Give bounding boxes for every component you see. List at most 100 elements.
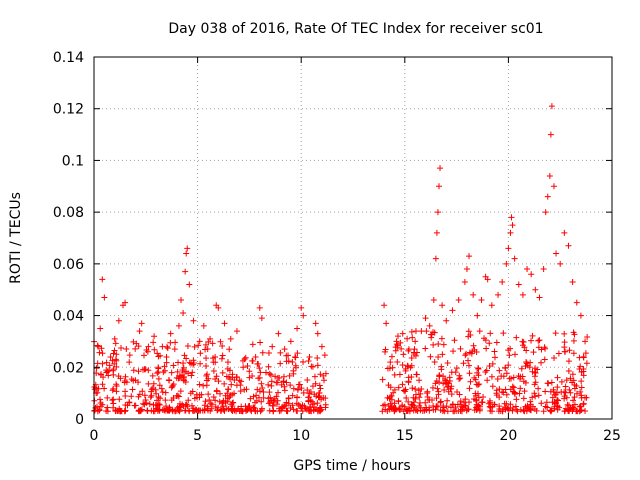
data-point-noise xyxy=(99,350,106,357)
data-point xyxy=(136,328,143,335)
data-point-noise xyxy=(500,389,507,396)
data-point-noise xyxy=(98,371,105,378)
data-point-noise xyxy=(191,343,198,350)
data-point-noise xyxy=(182,379,189,386)
data-point-noise xyxy=(474,406,481,413)
data-point-noise xyxy=(145,367,152,374)
data-point-noise xyxy=(409,385,416,392)
data-point-noise xyxy=(91,407,98,414)
data-point-noise xyxy=(531,390,538,397)
data-point-noise xyxy=(140,400,147,407)
data-point-noise xyxy=(404,335,411,342)
data-point-noise xyxy=(529,403,536,410)
data-point-noise xyxy=(535,337,542,344)
data-point-noise xyxy=(316,392,323,399)
data-point-noise xyxy=(254,408,261,415)
data-point-noise xyxy=(576,403,583,410)
data-point-noise xyxy=(258,398,265,405)
data-point-noise xyxy=(308,408,315,415)
data-point-noise xyxy=(565,358,572,365)
data-point-noise xyxy=(412,352,419,359)
data-point-noise xyxy=(466,385,473,392)
data-point xyxy=(103,369,110,376)
data-point-noise xyxy=(412,391,419,398)
data-point-noise xyxy=(388,353,395,360)
data-point-noise xyxy=(382,346,389,353)
data-point-noise xyxy=(439,351,446,358)
data-point-noise xyxy=(441,386,448,393)
data-point xyxy=(433,229,440,236)
data-point xyxy=(132,377,139,384)
data-point-noise xyxy=(460,360,467,367)
data-point-noise xyxy=(450,348,457,355)
plot-frame xyxy=(93,56,613,420)
data-point-noise xyxy=(175,359,182,366)
data-point-noise xyxy=(314,400,321,407)
data-point-noise xyxy=(397,406,404,413)
data-point xyxy=(258,315,265,322)
data-point xyxy=(314,330,321,337)
data-point-noise xyxy=(474,381,481,388)
data-point-noise xyxy=(153,405,160,412)
data-point-noise xyxy=(487,330,494,337)
y-tick-label: 0 xyxy=(75,412,84,428)
data-point-noise xyxy=(561,330,568,337)
data-point-noise xyxy=(243,406,250,413)
data-point-noise xyxy=(489,360,496,367)
data-point-noise xyxy=(584,334,591,341)
data-point-noise xyxy=(294,386,301,393)
data-point-noise xyxy=(223,373,230,380)
data-point-noise xyxy=(146,401,153,408)
data-point xyxy=(227,335,234,342)
data-point-noise xyxy=(270,397,277,404)
data-point-noise xyxy=(250,393,257,400)
data-point-noise xyxy=(567,405,574,412)
data-point-noise xyxy=(295,381,302,388)
data-point xyxy=(262,369,269,376)
data-point-noise xyxy=(209,340,216,347)
data-point-noise xyxy=(130,338,137,345)
data-point-noise xyxy=(317,408,324,415)
data-point-noise xyxy=(538,346,545,353)
data-point xyxy=(432,255,439,262)
data-point-noise xyxy=(113,388,120,395)
data-point-noise xyxy=(412,328,419,335)
data-point-noise xyxy=(564,401,571,408)
data-point xyxy=(449,307,456,314)
data-point-noise xyxy=(403,395,410,402)
data-point-noise xyxy=(145,343,152,350)
data-point xyxy=(107,353,114,360)
data-point xyxy=(180,309,187,316)
data-point-noise xyxy=(311,391,318,398)
data-point-noise xyxy=(577,388,584,395)
data-point-noise xyxy=(583,394,590,401)
data-point-noise xyxy=(430,341,437,348)
data-point-noise xyxy=(395,384,402,391)
data-point-noise xyxy=(526,364,533,371)
data-point-noise xyxy=(299,408,306,415)
data-point-noise xyxy=(488,373,495,380)
data-point-noise xyxy=(434,385,441,392)
data-point-noise xyxy=(227,376,234,383)
data-point-noise xyxy=(558,378,565,385)
data-point-noise xyxy=(542,345,549,352)
data-point-noise xyxy=(426,396,433,403)
data-point-noise xyxy=(412,385,419,392)
data-point-noise xyxy=(155,353,162,360)
data-point xyxy=(184,245,191,252)
data-point-noise xyxy=(462,402,469,409)
data-point-noise xyxy=(580,354,587,361)
x-tick-label: 20 xyxy=(499,428,517,444)
data-point-noise xyxy=(225,406,232,413)
data-point-noise xyxy=(217,390,224,397)
data-point-noise xyxy=(529,332,536,339)
data-point xyxy=(252,353,259,360)
data-point-noise xyxy=(506,375,513,382)
data-point-noise xyxy=(408,404,415,411)
data-point-noise xyxy=(484,377,491,384)
data-point-noise xyxy=(122,402,129,409)
data-point-noise xyxy=(449,401,456,408)
data-point-noise xyxy=(415,387,422,394)
data-point-noise xyxy=(571,394,578,401)
y-tick-label: 0.1 xyxy=(62,153,84,169)
